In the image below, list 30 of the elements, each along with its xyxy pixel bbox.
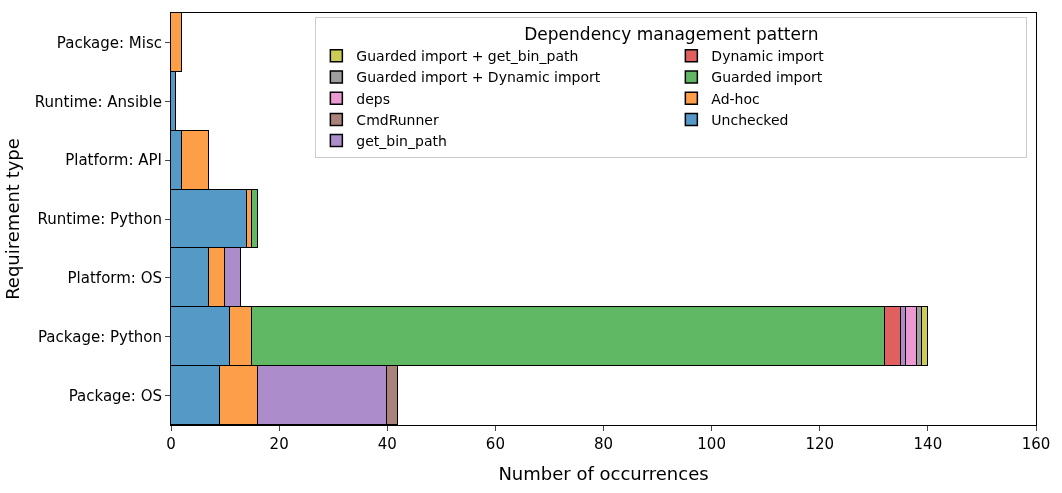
y-tick-label: Runtime: Python [37, 210, 162, 229]
x-tick-label: 140 [913, 435, 943, 453]
y-tick-label: Platform: OS [67, 269, 162, 288]
x-axis-title: Number of occurrences [498, 463, 709, 485]
x-tick-label: 40 [377, 435, 397, 453]
legend-title: Dependency management pattern [524, 24, 819, 45]
x-tick-label: 120 [805, 435, 835, 453]
y-tick-label: Package: OS [68, 386, 162, 405]
legend-label: CmdRunner [356, 111, 439, 128]
y-tick-label: Package: Python [38, 327, 162, 346]
x-tick-label: 160 [1021, 435, 1051, 453]
legend-label: Guarded import + Dynamic import [356, 69, 601, 86]
x-tick-label: 20 [269, 435, 289, 453]
y-tick-label: Platform: API [65, 151, 162, 170]
legend-label: Dynamic import [711, 48, 825, 65]
legend-label: Guarded import + get_bin_path [356, 48, 579, 65]
x-tick-label: 80 [593, 435, 614, 453]
bar [250, 188, 258, 248]
legend-label: Ad-hoc [711, 90, 760, 107]
bar [920, 305, 928, 366]
legend-label: get_bin_path [356, 133, 447, 150]
x-tick-label: 100 [697, 435, 726, 453]
y-tick-label: Runtime: Ansible [34, 92, 162, 111]
legend-label: Unchecked [711, 111, 789, 128]
y-tick-label: Package: Misc [56, 33, 162, 52]
x-tick-label: 60 [485, 435, 505, 453]
legend-label: Guarded import [711, 69, 823, 86]
y-axis-title: Requirement type [2, 138, 24, 300]
x-tick-label: 0 [166, 435, 176, 453]
legend-label: deps [356, 90, 391, 107]
